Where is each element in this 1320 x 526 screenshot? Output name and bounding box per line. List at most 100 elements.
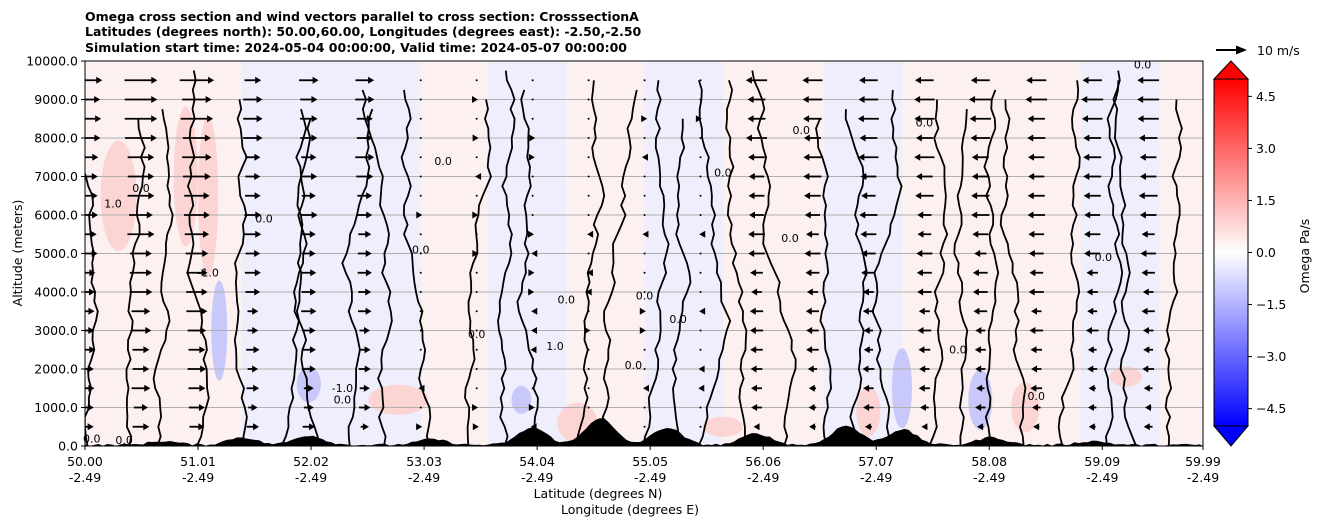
wind-vector-head xyxy=(1141,307,1148,315)
wind-vector-head xyxy=(584,327,591,334)
wind-vector-head xyxy=(528,404,535,411)
wind-vector xyxy=(531,79,534,82)
wind-vector-head xyxy=(805,307,812,315)
wind-vector xyxy=(85,134,101,142)
wind-vector xyxy=(921,423,928,431)
wind-vector xyxy=(419,252,422,255)
wind-vector xyxy=(185,250,209,257)
wind-vector-head xyxy=(148,173,155,180)
wind-vector-head xyxy=(969,96,976,103)
wind-vector-head xyxy=(252,327,259,334)
wind-vector-head xyxy=(918,307,925,315)
wind-vector-head xyxy=(145,250,152,257)
x-tick-label-lat: 56.06 xyxy=(745,454,781,469)
omega-negative-blob xyxy=(511,385,532,414)
title-line-1: Omega cross section and wind vectors par… xyxy=(85,9,639,24)
wind-vector-head xyxy=(1143,384,1150,392)
wind-vector xyxy=(419,117,422,120)
wind-vector xyxy=(1139,211,1157,219)
wind-vector-dot xyxy=(587,348,590,351)
wind-vector xyxy=(475,117,478,120)
wind-vector-head xyxy=(88,288,95,296)
wind-vector-dot xyxy=(475,156,478,159)
wind-vector xyxy=(970,134,991,142)
x-tick-label-lon: -2.49 xyxy=(69,470,101,485)
wind-vector-dot xyxy=(419,79,422,82)
wind-vector xyxy=(247,327,259,334)
wind-vector-head xyxy=(151,76,158,84)
wind-vector xyxy=(416,423,423,431)
wind-vector-head xyxy=(748,153,755,161)
zero-contour-line xyxy=(1103,80,1124,446)
wind-vector xyxy=(751,288,762,296)
wind-vector xyxy=(971,153,989,161)
wind-vector xyxy=(643,98,646,101)
wind-vector-head xyxy=(863,327,870,334)
wind-vector-head xyxy=(146,211,153,219)
wind-vector xyxy=(475,310,478,313)
wind-vector xyxy=(587,137,590,139)
wind-vector xyxy=(247,365,259,373)
wind-vector-head xyxy=(363,384,370,392)
wind-vector xyxy=(416,211,423,219)
wind-vector xyxy=(917,211,932,219)
wind-vector-head xyxy=(254,153,261,161)
wind-vector-head xyxy=(1083,134,1090,142)
quiver-key-arrow-head xyxy=(1236,45,1247,55)
wind-vector-dot xyxy=(475,117,478,120)
wind-vector-head xyxy=(749,211,756,219)
wind-vector xyxy=(472,134,479,142)
wind-vector-head xyxy=(148,230,155,238)
contour-label: 0.0 xyxy=(255,213,273,226)
wind-vector-head xyxy=(312,76,319,84)
wind-vector xyxy=(132,346,150,354)
colorbar-tick-label: 3.0 xyxy=(1256,141,1276,156)
wind-vector-head xyxy=(203,211,210,219)
contour-label: 0.0 xyxy=(949,344,967,357)
wind-vector-head xyxy=(528,153,535,161)
wind-vector-head xyxy=(807,365,814,373)
wind-vector-head xyxy=(973,307,980,315)
wind-vector xyxy=(863,346,873,354)
wind-vector xyxy=(301,192,316,200)
wind-vector-dot xyxy=(699,425,702,428)
wind-vector xyxy=(419,348,422,351)
wind-vector-dot xyxy=(475,233,478,236)
wind-vector-dot xyxy=(699,79,702,82)
wind-vector-head xyxy=(1139,211,1146,219)
wind-vector xyxy=(914,96,935,103)
wind-vector xyxy=(804,211,821,219)
wind-vector-head xyxy=(806,327,813,334)
wind-vector-dot xyxy=(699,252,702,255)
wind-vector xyxy=(699,348,702,351)
omega-positive-blob xyxy=(368,384,429,415)
wind-vector xyxy=(1138,134,1158,142)
wind-vector xyxy=(419,175,422,178)
wind-vector xyxy=(531,98,534,101)
wind-vector-head xyxy=(143,365,150,373)
wind-vector xyxy=(643,214,646,216)
wind-vector-head xyxy=(1142,365,1149,373)
wind-vector xyxy=(85,173,98,180)
wind-vector xyxy=(531,117,534,120)
wind-vector xyxy=(472,423,479,431)
wind-vector xyxy=(301,153,317,161)
wind-vector xyxy=(862,288,874,296)
wind-vector-dot xyxy=(419,368,422,370)
wind-vector xyxy=(129,211,153,219)
wind-vector xyxy=(1140,250,1156,257)
wind-vector-head xyxy=(804,192,811,200)
wind-vector-head xyxy=(917,288,924,296)
wind-vector-head xyxy=(753,423,760,431)
wind-vector xyxy=(1085,327,1099,334)
wind-vector xyxy=(745,76,768,84)
wind-vector-head xyxy=(205,153,212,161)
wind-vector-head xyxy=(309,365,316,373)
wind-vector xyxy=(245,153,261,161)
wind-vector-head xyxy=(972,288,979,296)
wind-vector-head xyxy=(96,76,103,84)
wind-vector-dot xyxy=(643,194,646,197)
wind-vector-head xyxy=(858,96,865,103)
wind-vector xyxy=(243,115,263,123)
wind-vector xyxy=(1138,192,1158,200)
